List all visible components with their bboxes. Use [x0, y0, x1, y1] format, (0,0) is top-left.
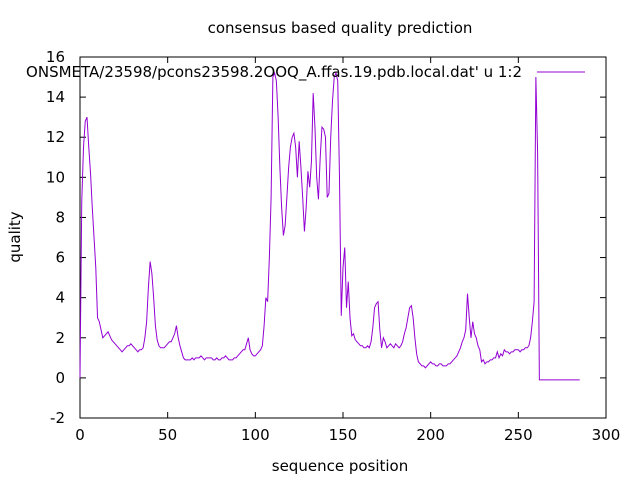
chart-title: consensus based quality prediction — [208, 19, 473, 37]
x-tick-label: 100 — [241, 426, 270, 444]
y-tick-label: 8 — [55, 208, 65, 226]
x-tick-label: 250 — [504, 426, 533, 444]
y-tick-label: 12 — [46, 128, 65, 146]
y-tick-label: 16 — [46, 48, 65, 66]
y-tick-label: 0 — [55, 369, 65, 387]
legend-label-series-1: ONSMETA/23598/pcons23598.2OOQ_A.ffas.19.… — [26, 63, 522, 82]
legend: ONSMETA/23598/pcons23598.2OOQ_A.ffas.19.… — [26, 63, 585, 82]
x-axis-label: sequence position — [272, 457, 408, 475]
x-tick-label: 50 — [158, 426, 177, 444]
x-tick-label: 200 — [416, 426, 445, 444]
y-tick-label: -2 — [50, 409, 65, 427]
y-tick-label: 10 — [46, 168, 65, 186]
y-tick-label: 6 — [55, 249, 65, 267]
x-axis-ticks: 0 50 100 150 200 250 300 — [75, 57, 620, 444]
plot-frame — [79, 56, 607, 419]
x-tick-label: 300 — [592, 426, 621, 444]
y-axis-ticks: -2 0 2 4 6 8 10 12 14 16 — [46, 48, 606, 427]
x-tick-label: 150 — [329, 426, 358, 444]
y-tick-label: 2 — [55, 329, 65, 347]
series-line-1 — [79, 71, 580, 381]
y-axis-label: quality — [6, 211, 24, 262]
series-group — [79, 71, 580, 381]
y-tick-label: 4 — [55, 289, 65, 307]
y-tick-label: 14 — [46, 88, 65, 106]
x-tick-label: 0 — [75, 426, 85, 444]
